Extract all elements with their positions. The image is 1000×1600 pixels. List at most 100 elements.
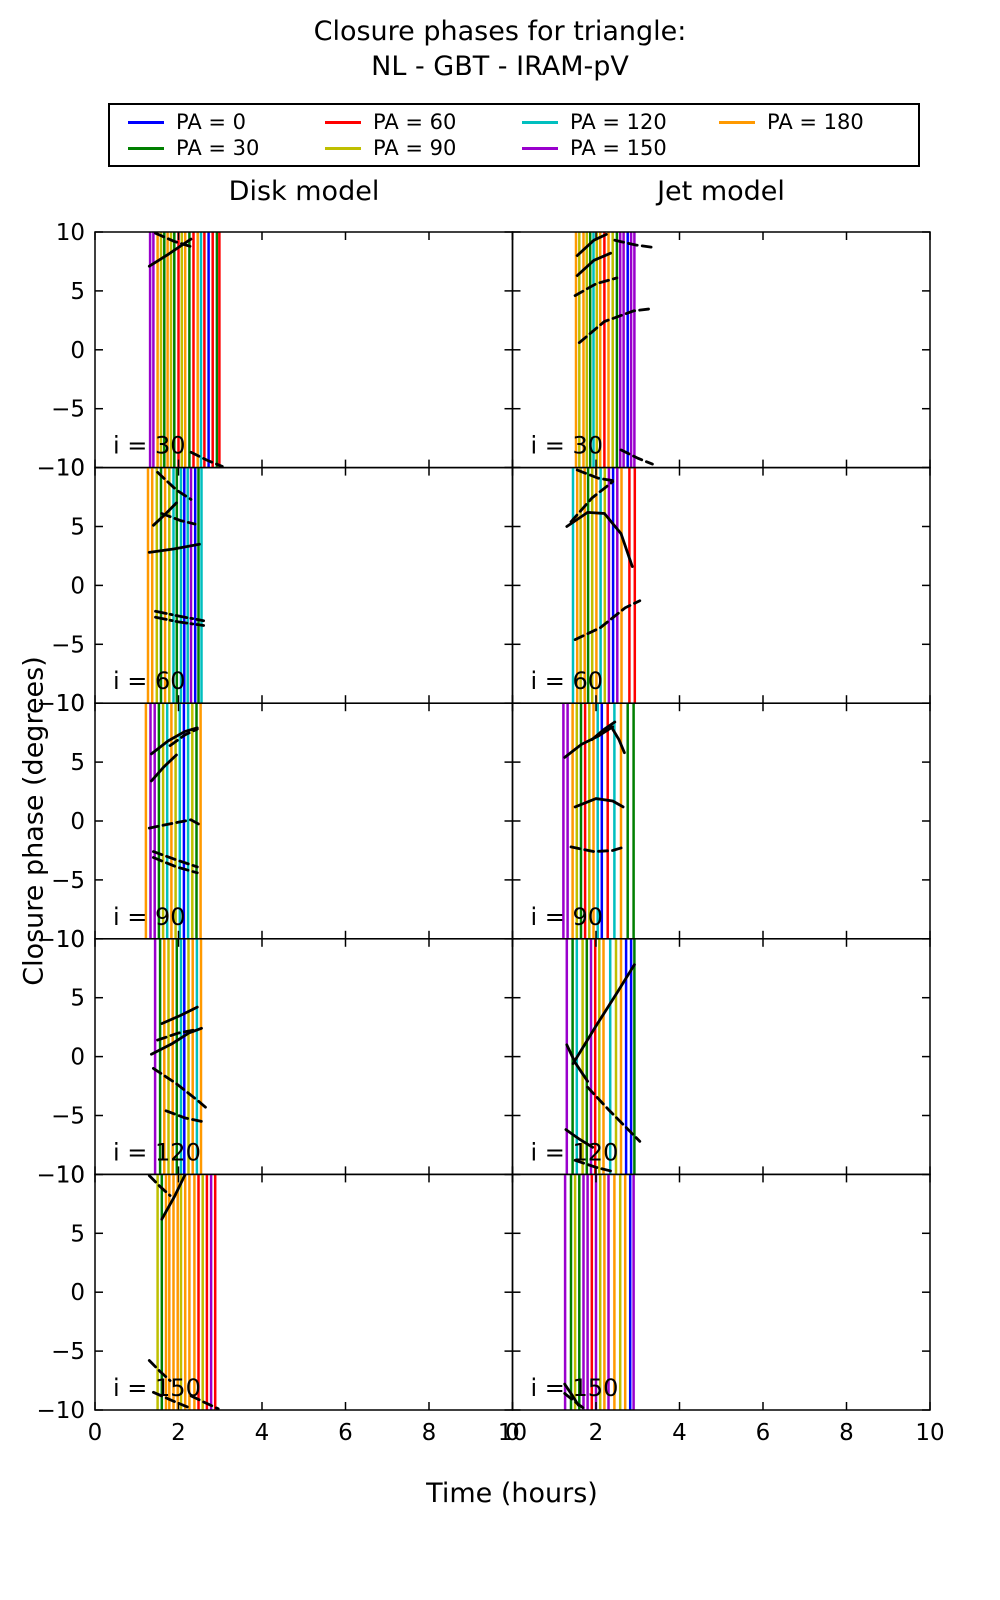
y-tick-label: 10 xyxy=(56,220,85,246)
model-curve-dashed xyxy=(189,450,224,468)
panel-inclination-label: i = 150 xyxy=(531,1374,619,1402)
legend-line-swatch xyxy=(128,120,164,124)
y-tick-label: −5 xyxy=(51,1339,85,1365)
panel-inclination-label: i = 60 xyxy=(113,667,186,695)
model-curve-solid xyxy=(573,797,625,809)
model-curve-solid xyxy=(571,963,636,1066)
panel-1-1 xyxy=(565,467,642,704)
model-curve-solid xyxy=(149,753,178,783)
x-tick-label: 6 xyxy=(756,1420,771,1446)
legend-label: PA = 90 xyxy=(373,136,457,160)
x-tick-label: 2 xyxy=(171,1420,186,1446)
y-tick-label: −5 xyxy=(51,868,85,894)
x-tick-label: 4 xyxy=(672,1420,687,1446)
legend-label: PA = 150 xyxy=(570,136,667,160)
x-tick-label: 2 xyxy=(589,1420,604,1446)
model-curve-solid xyxy=(590,720,617,742)
figure-title: Closure phases for triangle: NL - GBT - … xyxy=(0,14,1000,84)
model-curve-solid xyxy=(149,1026,203,1056)
y-tick-label: −5 xyxy=(51,397,85,423)
panel-3-1 xyxy=(564,938,642,1175)
y-tick-label: −10 xyxy=(36,456,85,482)
model-curve-solid xyxy=(160,1005,199,1025)
model-curve-dashdot xyxy=(154,615,206,627)
legend-entry-0: PA = 0 xyxy=(120,110,317,134)
x-tick-label: 10 xyxy=(498,1420,527,1446)
legend-entry-6: PA = 180 xyxy=(711,110,908,134)
legend-entry-2: PA = 60 xyxy=(317,110,514,134)
model-curve-dashed xyxy=(151,856,199,875)
model-curve-dashed xyxy=(151,1390,191,1409)
model-curve-solid xyxy=(609,724,626,755)
model-curve-dashed xyxy=(147,818,203,830)
y-tick-label: 10 xyxy=(56,1162,85,1188)
panel-inclination-label: i = 120 xyxy=(531,1138,619,1166)
panel-1-0 xyxy=(146,467,206,704)
model-curve-dashed xyxy=(573,276,619,298)
model-curve-solid xyxy=(575,232,608,258)
x-tick-label: 4 xyxy=(255,1420,270,1446)
legend-label: PA = 120 xyxy=(570,110,667,134)
x-tick-label: 6 xyxy=(338,1420,353,1446)
y-tick-label: 10 xyxy=(56,927,85,953)
panel-inclination-label: i = 30 xyxy=(531,432,604,460)
legend-line-swatch xyxy=(719,120,755,124)
model-curve-solid xyxy=(565,510,634,568)
model-curve-dashed xyxy=(569,480,615,524)
model-curve-dashed xyxy=(189,1394,220,1411)
model-curve-dashed xyxy=(569,845,626,854)
y-tick-label: 0 xyxy=(70,809,85,835)
model-curve-dashdot xyxy=(154,609,206,623)
model-curve-dashed xyxy=(147,1174,172,1197)
model-curve-dashed xyxy=(156,1028,199,1042)
legend-line-swatch xyxy=(522,146,558,150)
panel-inclination-label: i = 90 xyxy=(531,903,604,931)
figure-title-line2: NL - GBT - IRAM-pV xyxy=(371,51,629,83)
model-curve-dashed xyxy=(586,1085,642,1143)
y-tick-label: 5 xyxy=(70,986,85,1012)
model-curve-dashed xyxy=(151,850,199,869)
panel-4-0 xyxy=(147,1174,220,1411)
legend-line-swatch xyxy=(325,146,361,150)
y-tick-label: 0 xyxy=(70,1280,85,1306)
legend-entry-4: PA = 120 xyxy=(514,110,711,134)
panel-2-1 xyxy=(562,703,635,939)
y-tick-label: −10 xyxy=(36,1398,85,1424)
model-curve-dashed xyxy=(160,512,197,526)
panel-0-0 xyxy=(147,232,224,468)
model-curve-solid xyxy=(565,1043,589,1083)
y-tick-label: −10 xyxy=(36,691,85,717)
y-tick-label: 10 xyxy=(56,456,85,482)
model-curve-solid xyxy=(149,726,199,756)
legend-label: PA = 180 xyxy=(767,110,864,134)
legend-line-swatch xyxy=(128,146,164,150)
panel-inclination-label: i = 30 xyxy=(113,432,186,460)
model-curve-dashed xyxy=(154,232,195,249)
legend-entry-1: PA = 30 xyxy=(120,136,317,160)
legend: PA = 0 PA = 30 PA = 60 PA = 90 PA = 120 PA = … xyxy=(108,103,920,167)
y-tick-label: 0 xyxy=(70,1045,85,1071)
y-tick-label: 5 xyxy=(70,279,85,305)
model-curve-dashed xyxy=(151,1067,208,1109)
panel-4-1 xyxy=(563,1174,635,1411)
y-tick-label: 5 xyxy=(70,515,85,541)
y-tick-label: −5 xyxy=(51,1104,85,1130)
panel-inclination-label: i = 150 xyxy=(113,1374,201,1402)
legend-label: PA = 0 xyxy=(176,110,246,134)
column-header-disk: Disk model xyxy=(228,176,380,207)
model-curve-solid xyxy=(151,501,178,527)
model-curve-dashed xyxy=(575,468,615,483)
model-curve-dashed xyxy=(147,1359,172,1382)
legend-label: PA = 30 xyxy=(176,136,260,160)
x-tick-label: 8 xyxy=(839,1420,854,1446)
y-tick-label: 0 xyxy=(70,338,85,364)
model-curve-solid xyxy=(563,1382,580,1407)
model-curve-solid xyxy=(563,725,615,759)
y-tick-label: −10 xyxy=(36,1162,85,1188)
legend-entry-3: PA = 90 xyxy=(317,136,514,160)
panel-inclination-label: i = 60 xyxy=(531,667,604,695)
y-tick-label: 5 xyxy=(70,1221,85,1247)
x-tick-label: 0 xyxy=(88,1420,103,1446)
model-curve-dashed xyxy=(573,599,642,641)
